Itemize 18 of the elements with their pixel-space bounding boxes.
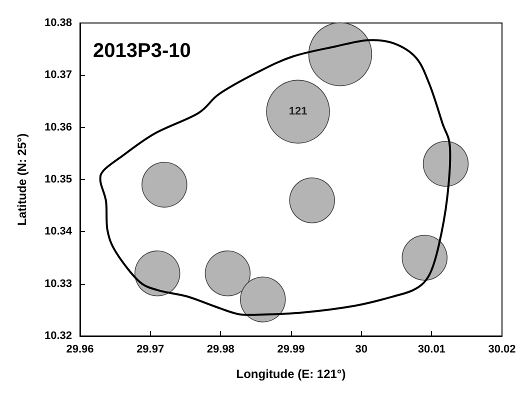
x-tick-label: 29.97 xyxy=(136,344,164,356)
x-axis-title: Longitude (E: 121°) xyxy=(236,367,346,381)
text: 2013P3-10 xyxy=(93,40,191,62)
annotation: 121 xyxy=(288,106,308,118)
y-tick-label: 10.35 xyxy=(44,174,72,186)
y-tick-label: 10.38 xyxy=(44,17,72,29)
y-axis-title: Latitude (N: 25°) xyxy=(15,133,29,226)
x-tick-label: 30.02 xyxy=(488,344,516,356)
x-tick-label: 29.96 xyxy=(66,344,94,356)
x-tick-label: 30 xyxy=(355,344,368,356)
y-tick-label: 10.37 xyxy=(44,69,72,82)
y-tick-label: 10.33 xyxy=(44,278,72,290)
x-tick-label: 30.01 xyxy=(418,344,446,356)
y-tick-label: 10.34 xyxy=(44,226,73,238)
x-tick-label: 29.98 xyxy=(206,344,234,356)
x-tick-label: 29.99 xyxy=(277,344,305,356)
y-tick-label: 10.32 xyxy=(44,330,72,342)
y-tick-label: 10.36 xyxy=(44,121,72,134)
